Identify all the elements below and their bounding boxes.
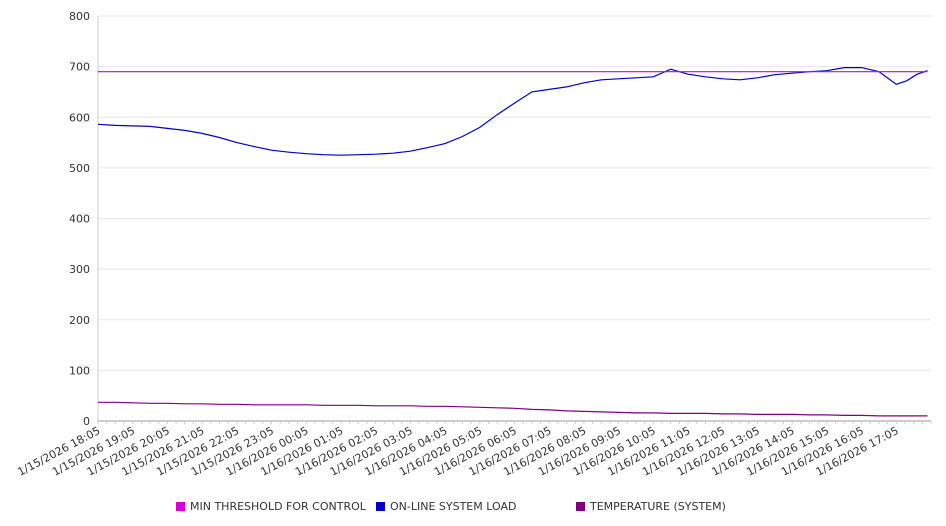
- legend-label: TEMPERATURE (SYSTEM): [589, 500, 726, 513]
- grid-lines: [98, 15, 931, 422]
- legend-swatch: [176, 502, 185, 511]
- y-tick-label: 600: [69, 111, 90, 124]
- y-tick-label: 0: [83, 415, 90, 428]
- legend: MIN THRESHOLD FOR CONTROL ON-LINE SYSTEM …: [176, 500, 726, 513]
- x-axis: 1/15/2026 18:051/15/2026 19:051/15/2026 …: [15, 420, 932, 479]
- series-line-2: [98, 401, 928, 417]
- legend-swatch: [576, 502, 585, 511]
- y-tick-label: 200: [69, 314, 90, 327]
- y-tick-label: 400: [69, 213, 90, 226]
- series-lines: [97, 66, 928, 417]
- legend-label: MIN THRESHOLD FOR CONTROL: [190, 500, 367, 513]
- y-tick-label: 700: [69, 61, 90, 74]
- y-tick-label: 300: [69, 263, 90, 276]
- y-tick-label: 800: [69, 10, 90, 23]
- y-axis: 0 100 200 300 400 500 600 700 800: [69, 10, 99, 428]
- legend-label: ON-LINE SYSTEM LOAD: [390, 500, 516, 513]
- y-tick-label: 100: [69, 364, 90, 377]
- y-tick-label: 500: [69, 162, 90, 175]
- series-line-1: [97, 66, 928, 156]
- legend-swatch: [376, 502, 385, 511]
